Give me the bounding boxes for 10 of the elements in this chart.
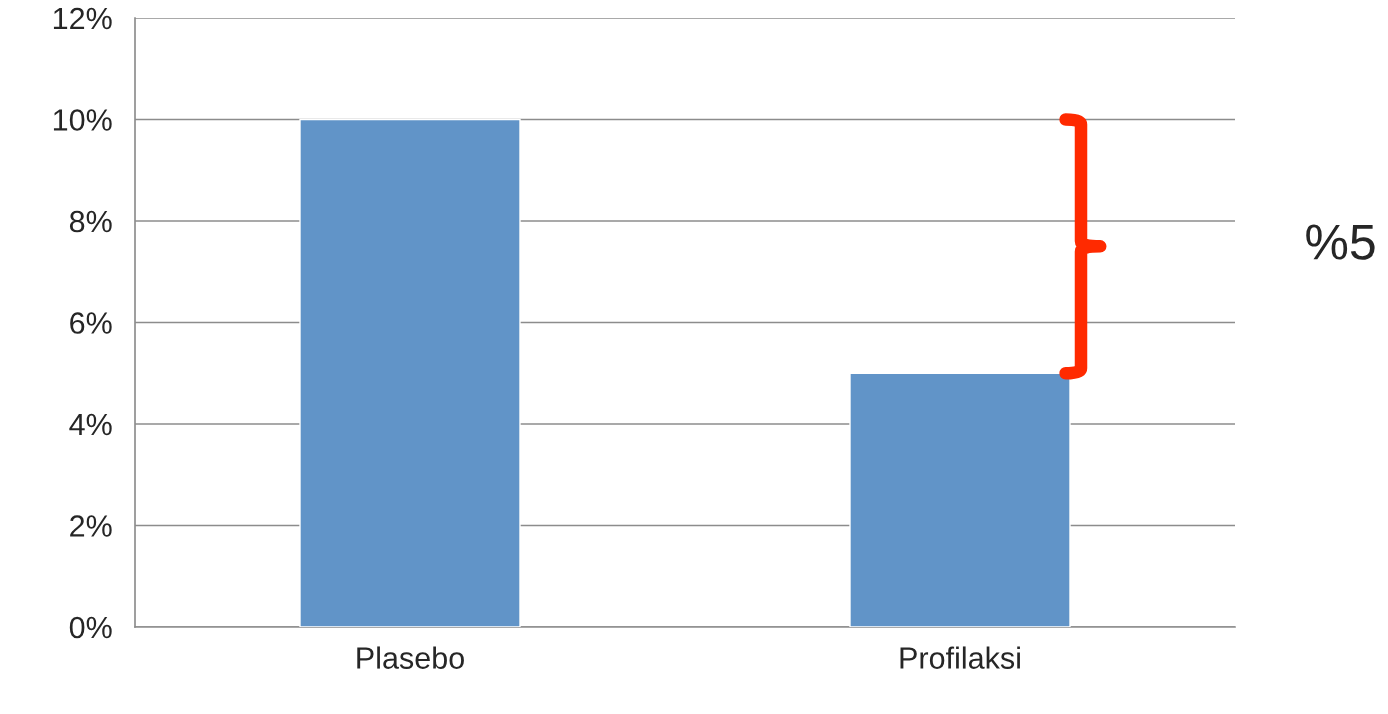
x-tick-label: Profilaksi [900,646,1020,669]
x-tick-label: Plasebo [357,646,464,669]
y-tick-label: 8% [69,210,112,233]
y-tick-label: 0% [69,616,112,639]
y-tick-label: 2% [70,515,112,537]
y-tick-label: 10% [53,109,112,131]
y-tick-label: 6% [70,312,112,334]
y-tick-label: 4% [69,413,112,436]
y-tick-label: 12% [53,7,112,30]
text: %5 [1306,224,1375,260]
